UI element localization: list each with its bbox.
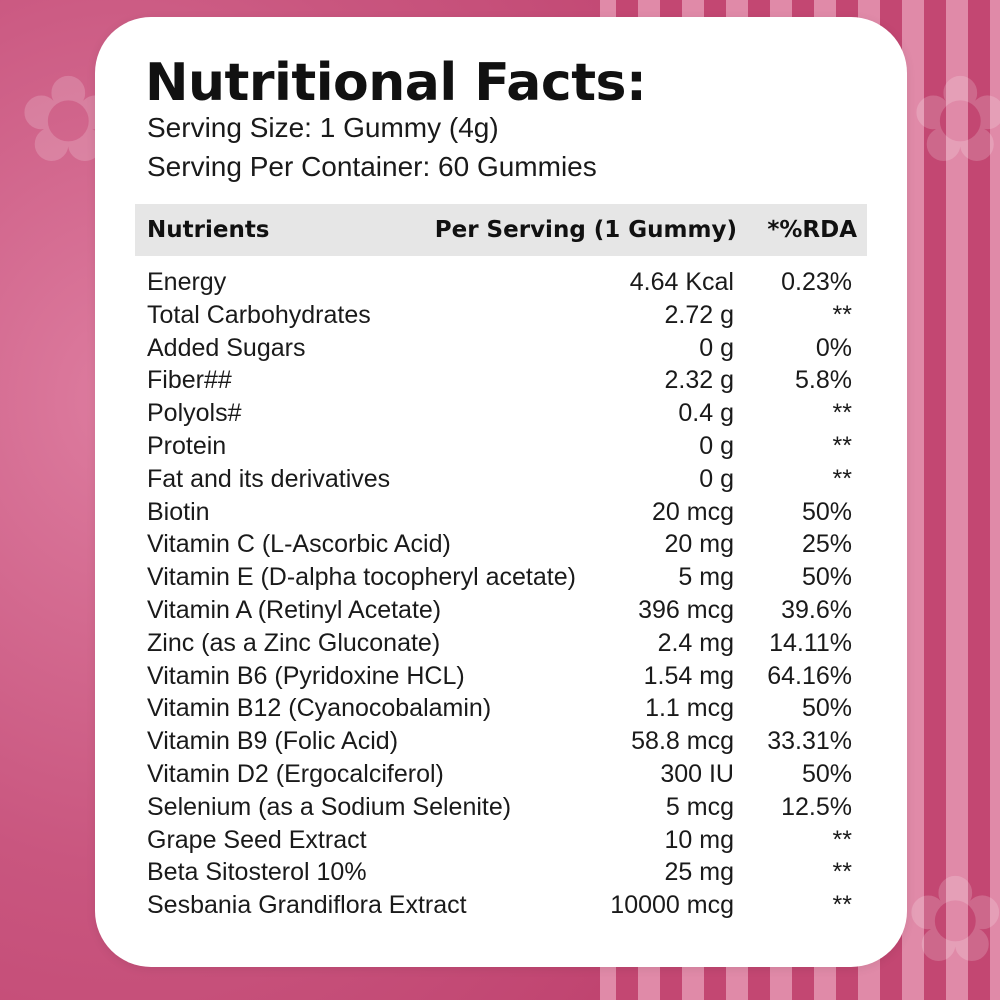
serving-size: Serving Size: 1 Gummy (4g) [147,112,499,143]
column-header-nutrients: Nutrients [147,217,270,243]
nutrient-name: Beta Sitosterol 10% [147,858,367,887]
nutrient-amount: 20 mg [664,530,734,559]
nutrient-name: Zinc (as a Zinc Gluconate) [147,628,441,657]
nutrient-rda: 39.6% [781,595,852,624]
nutrient-amount: 300 IU [660,759,734,788]
nutrient-rda: 0% [815,333,852,362]
table-row: Total Carbohydrates 2.72 g ** [147,299,852,332]
nutrient-rda: ** [832,399,852,428]
table-row: Added Sugars 0 g 0% [147,332,852,365]
nutrient-name: Polyols# [147,399,242,428]
table-row: Vitamin D2 (Ergocalciferol) 300 IU 50% [147,758,852,791]
nutrient-amount: 396 mcg [638,595,734,624]
nutrient-name: Selenium (as a Sodium Selenite) [147,792,512,821]
table-row: Zinc (as a Zinc Gluconate) 2.4 mg 14.11% [147,627,852,660]
table-row: Fat and its derivatives 0 g ** [147,463,852,496]
nutrient-rda: ** [832,825,852,854]
leaf-decoration-icon: ✿ [905,853,1000,987]
nutrient-amount: 25 mg [664,858,734,887]
nutrient-name: Fat and its derivatives [147,464,391,493]
nutrient-rda: 50% [801,563,852,592]
nutrient-name: Vitamin B6 (Pyridoxine HCL) [147,661,465,690]
nutrient-amount: 20 mcg [652,497,734,526]
nutrient-name: Protein [147,431,227,460]
table-row: Energy 4.64 Kcal 0.23% [147,266,852,299]
nutrient-rda: ** [832,891,852,920]
nutrient-amount: 1.54 mg [643,661,734,690]
nutrient-name: Vitamin E (D-alpha tocopheryl acetate) [147,563,576,592]
nutrient-rda: ** [832,464,852,493]
nutrient-amount: 5 mg [678,563,734,592]
nutrient-rda: 50% [801,694,852,723]
nutrient-amount: 0 g [699,431,734,460]
nutrient-rda: 5.8% [795,366,852,395]
table-row: Grape Seed Extract 10 mg ** [147,824,852,857]
nutrient-rda: 64.16% [767,661,852,690]
nutrient-name: Vitamin A (Retinyl Acetate) [147,595,442,624]
nutrient-table: Energy 4.64 Kcal 0.23% Total Carbohydrates 2… [147,266,852,922]
table-row: Vitamin C (L-Ascorbic Acid) 20 mg 25% [147,528,852,561]
nutrient-name: Biotin [147,497,210,526]
nutrient-rda: ** [832,858,852,887]
nutrient-name: Sesbania Grandiflora Extract [147,891,467,920]
nutrient-rda: 25% [801,530,852,559]
table-row: Vitamin B6 (Pyridoxine HCL) 1.54 mg 64.16% [147,660,852,693]
table-row: Biotin 20 mcg 50% [147,496,852,529]
nutrient-name: Vitamin B12 (Cyanocobalamin) [147,694,492,723]
table-row: Vitamin E (D-alpha tocopheryl acetate) 5 … [147,561,852,594]
nutrient-name: Grape Seed Extract [147,825,367,854]
nutrient-name: Energy [147,268,227,296]
leaf-decoration-icon: ✿ [910,53,1000,187]
table-row: Selenium (as a Sodium Selenite) 5 mcg 12.5… [147,791,852,824]
nutrient-amount: 58.8 mcg [631,727,734,756]
nutrient-amount: 0 g [699,464,734,493]
page-title: Nutritional Facts: [145,53,647,113]
nutrient-amount: 2.4 mg [657,628,734,657]
nutrient-amount: 5 mcg [665,792,734,821]
nutrient-amount: 2.32 g [664,366,734,395]
nutrient-rda: 14.11% [769,628,852,657]
nutrient-name: Total Carbohydrates [147,300,371,329]
nutrient-amount: 2.72 g [664,300,734,329]
nutrient-amount: 10 mg [664,825,734,854]
nutrient-rda: 50% [801,497,852,526]
nutrient-rda: 50% [801,759,852,788]
column-header-per-serving: Per Serving (1 Gummy) [434,217,737,243]
nutrient-name: Vitamin D2 (Ergocalciferol) [147,759,444,788]
nutrient-rda: 33.31% [767,727,852,756]
table-row: Fiber## 2.32 g 5.8% [147,364,852,397]
nutrient-amount: 1.1 mcg [645,694,734,723]
nutrient-amount: 10000 mcg [610,891,734,920]
nutrition-facts-card: Nutritional Facts: Serving Size: 1 Gummy… [95,17,907,967]
table-row: Sesbania Grandiflora Extract 10000 mcg ** [147,889,852,922]
nutrient-name: Fiber## [147,366,232,395]
nutrient-rda: 0.23% [781,268,852,296]
nutrient-amount: 0 g [699,333,734,362]
table-row: Vitamin B12 (Cyanocobalamin) 1.1 mcg 50% [147,692,852,725]
nutrient-amount: 0.4 g [678,399,734,428]
nutrient-name: Added Sugars [147,333,306,362]
table-row: Vitamin B9 (Folic Acid) 58.8 mcg 33.31% [147,725,852,758]
table-row: Vitamin A (Retinyl Acetate) 396 mcg 39.6% [147,594,852,627]
nutrient-rda: 12.5% [781,792,852,821]
table-header: Nutrients Per Serving (1 Gummy) *%RDA [135,204,867,256]
table-row: Beta Sitosterol 10% 25 mg ** [147,856,852,889]
nutrient-name: Vitamin B9 (Folic Acid) [147,727,399,756]
column-header-rda: *%RDA [767,217,857,243]
nutrient-name: Vitamin C (L-Ascorbic Acid) [147,530,451,559]
servings-per-container: Serving Per Container: 60 Gummies [147,151,597,182]
nutrient-rda: ** [832,300,852,329]
nutrient-amount: 4.64 Kcal [629,268,734,296]
nutrient-rda: ** [832,431,852,460]
table-row: Polyols# 0.4 g ** [147,397,852,430]
table-row: Protein 0 g ** [147,430,852,463]
